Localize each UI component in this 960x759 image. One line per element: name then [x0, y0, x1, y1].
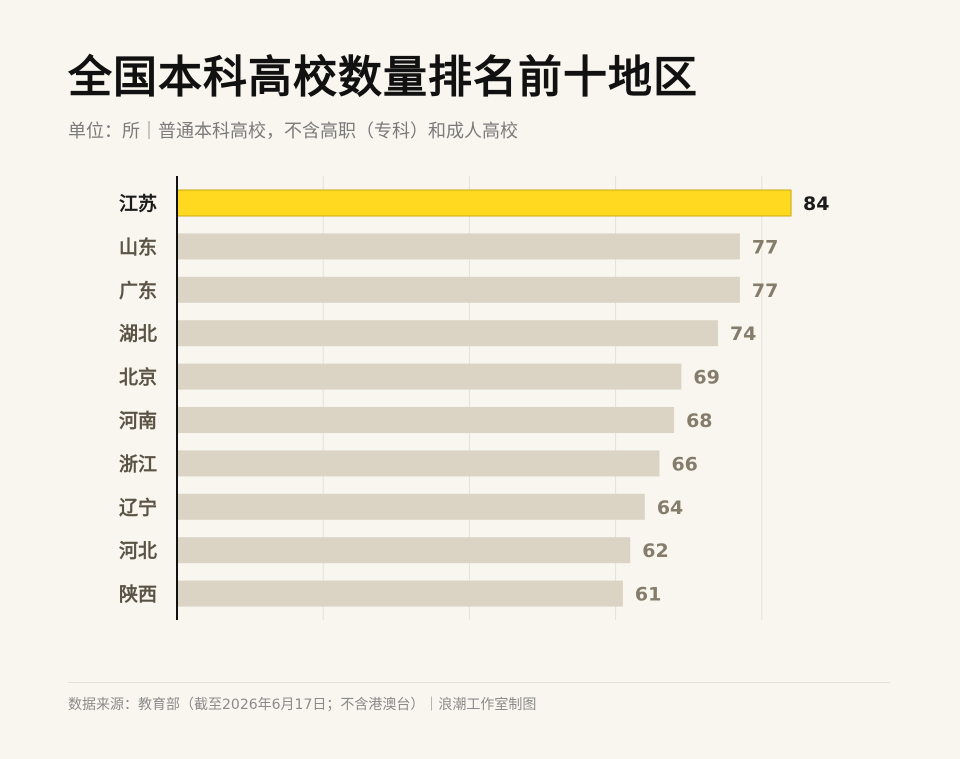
value-label-7: 66	[671, 453, 697, 475]
category-label-7: 浙江	[119, 452, 157, 475]
value-label-4: 74	[730, 323, 756, 345]
value-label-9: 62	[642, 540, 668, 562]
chart-subtitle: 单位：所｜普通本科高校，不含高职（专科）和成人高校	[68, 121, 518, 142]
bar-8	[177, 493, 645, 520]
category-label-2: 山东	[119, 235, 157, 258]
bar-2	[177, 233, 740, 260]
category-label-10: 陕西	[119, 583, 157, 606]
value-label-10: 61	[635, 584, 661, 606]
value-label-5: 69	[693, 367, 719, 389]
bar-9	[177, 537, 631, 564]
category-label-1: 江苏	[119, 192, 157, 215]
category-label-8: 辽宁	[119, 496, 157, 519]
bar-3	[177, 276, 740, 303]
footer-divider	[68, 682, 890, 683]
bar-10	[177, 580, 623, 607]
bars	[176, 189, 792, 607]
category-label-5: 北京	[119, 366, 157, 389]
data-source-note: 数据来源：教育部（截至2026年6月17日；不含港澳台）｜浪潮工作室制图	[68, 697, 537, 713]
value-label-8: 64	[657, 497, 683, 519]
value-label-2: 77	[752, 236, 778, 258]
category-label-4: 湖北	[119, 323, 157, 345]
bar-4	[177, 320, 718, 347]
bar-5	[177, 363, 682, 390]
value-labels: 84 77 77 74 69 68 66 64 62 61	[635, 193, 830, 606]
value-label-1: 84	[803, 193, 829, 215]
category-label-9: 河北	[119, 540, 157, 562]
bar-1	[176, 189, 792, 217]
value-label-6: 68	[686, 410, 712, 432]
category-label-3: 广东	[119, 279, 157, 302]
bar-6	[177, 407, 675, 433]
category-label-6: 河南	[119, 410, 157, 432]
chart-title: 全国本科高校数量排名前十地区	[68, 52, 698, 103]
bar-7	[177, 450, 660, 477]
value-label-3: 77	[752, 280, 778, 302]
